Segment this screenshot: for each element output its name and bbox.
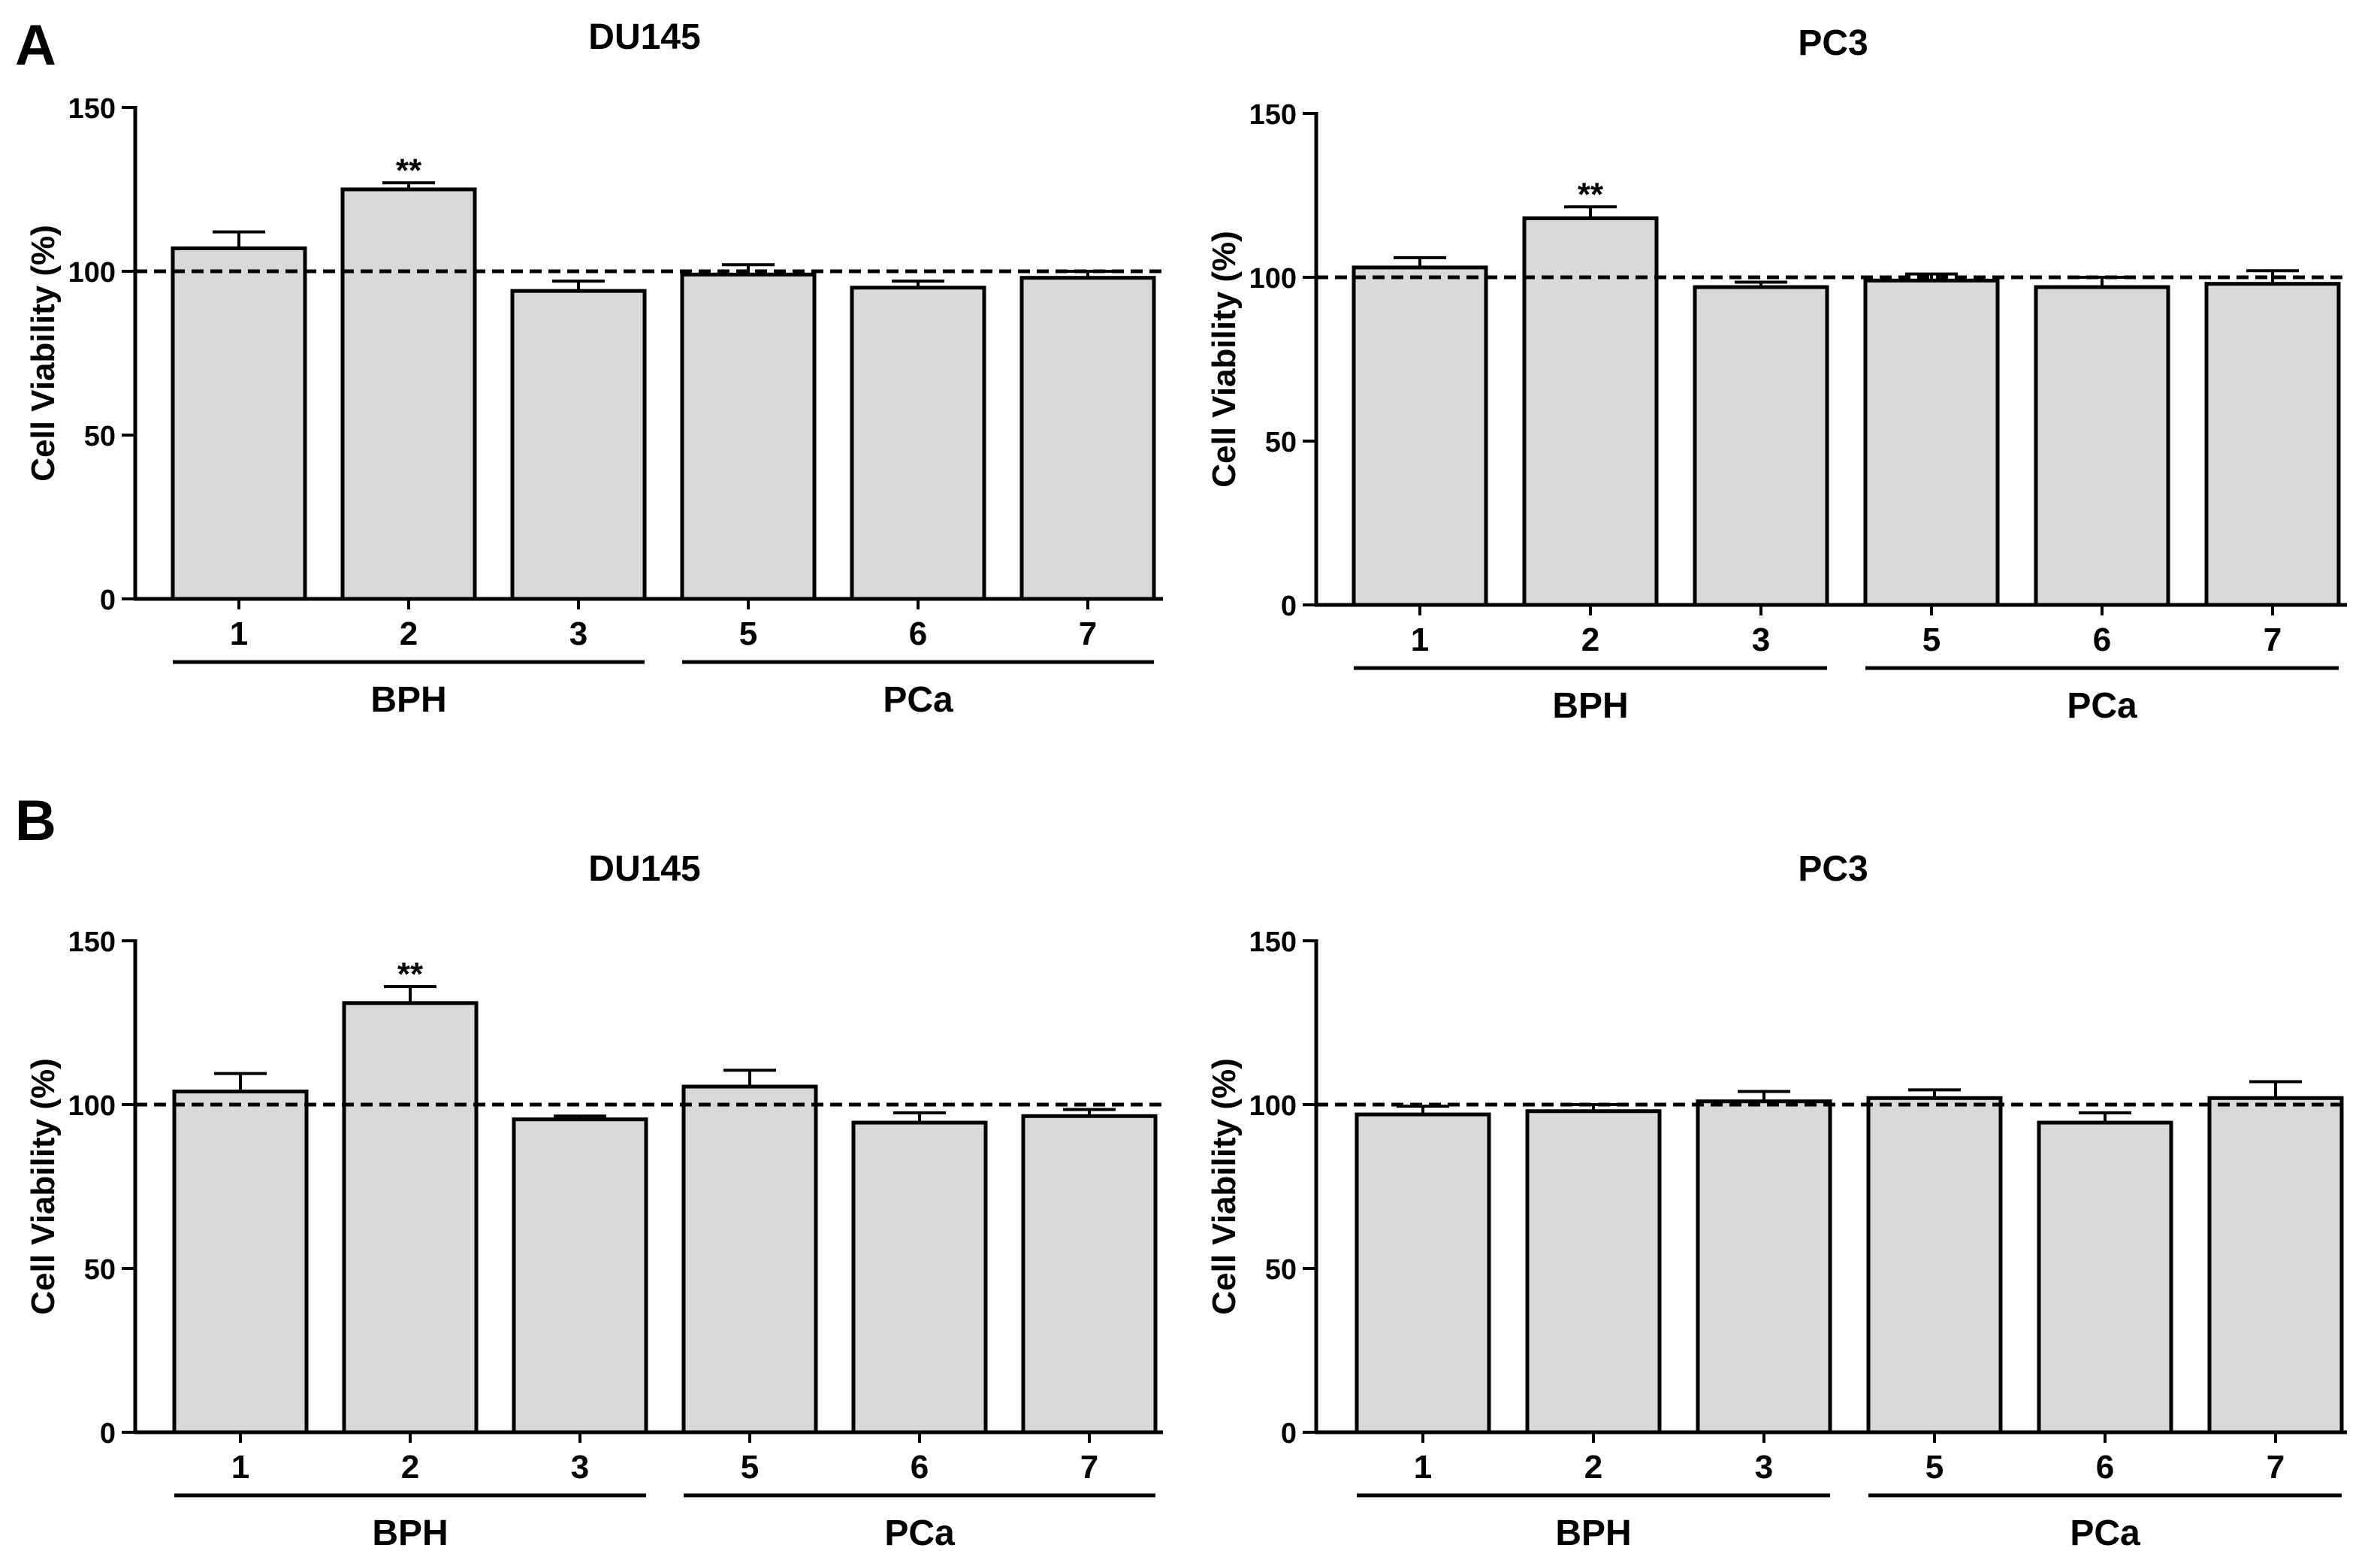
- x-tick-label-7: 7: [2267, 1449, 2285, 1486]
- group-label-bph: BPH: [1555, 1513, 1631, 1553]
- bar-6: [850, 286, 986, 601]
- bar-5: [681, 1084, 818, 1435]
- chart-title: PC3: [1798, 23, 1868, 63]
- panel-letter-a: A: [15, 14, 56, 77]
- x-tick-label-7: 7: [2264, 621, 2282, 658]
- significance-label-2: **: [1578, 176, 1604, 213]
- panel-letter-b: B: [15, 789, 56, 853]
- bar-2: [342, 1001, 479, 1435]
- group-label-bph: BPH: [1552, 686, 1628, 726]
- group-label-bph: BPH: [370, 680, 446, 720]
- group-label-pca: PCa: [884, 1513, 955, 1553]
- bar-6: [851, 1120, 988, 1435]
- group-label-bph: BPH: [372, 1513, 448, 1553]
- bar-3: [510, 289, 647, 601]
- y-tick-label-0: 0: [100, 1418, 116, 1450]
- bar-3: [1693, 285, 1829, 607]
- chart-title: DU145: [588, 849, 700, 889]
- bar-1: [1352, 265, 1488, 607]
- bar-7: [1021, 1114, 1158, 1435]
- x-tick-label-3: 3: [571, 1449, 589, 1486]
- x-tick-label-1: 1: [1411, 621, 1429, 658]
- x-tick-label-6: 6: [2096, 1449, 2114, 1486]
- y-tick-label-0: 0: [1281, 1418, 1297, 1450]
- y-axis-label: Cell Viability (%): [1206, 231, 1243, 488]
- x-tick-label-2: 2: [1581, 621, 1599, 658]
- x-tick-label-6: 6: [2093, 621, 2111, 658]
- significance-label-2: **: [397, 956, 424, 993]
- significance-label-2: **: [396, 152, 422, 189]
- chart-b-pc3: PC3 Cell Viability (%) 1 2 3 5 6 7 0 50 100 150 BPH P…: [1206, 849, 2347, 1553]
- x-tick-label-6: 6: [911, 1449, 929, 1486]
- bar-7: [1019, 276, 1156, 601]
- y-axis-label: Cell Viability (%): [25, 225, 62, 482]
- x-tick-label-7: 7: [1079, 615, 1097, 652]
- x-tick-label-3: 3: [1755, 1449, 1773, 1486]
- bar-5: [1863, 278, 2000, 607]
- y-tick-label-100: 100: [1249, 1090, 1297, 1122]
- y-tick-label-100: 100: [1249, 263, 1297, 295]
- bar-6: [2037, 1120, 2173, 1435]
- y-tick-label-50: 50: [1265, 1254, 1297, 1286]
- x-tick-label-2: 2: [401, 1449, 419, 1486]
- group-label-pca: PCa: [2070, 1513, 2140, 1553]
- bar-6: [2034, 285, 2170, 607]
- y-tick-label-50: 50: [84, 1254, 116, 1286]
- x-tick-label-7: 7: [1080, 1449, 1098, 1486]
- y-tick-label-150: 150: [68, 93, 116, 125]
- y-tick-label-150: 150: [1249, 99, 1297, 131]
- bar-5: [1866, 1096, 2003, 1435]
- x-tick-label-1: 1: [231, 1449, 249, 1486]
- bar-7: [2207, 1096, 2344, 1435]
- bar-5: [680, 272, 817, 601]
- x-tick-label-5: 5: [1922, 621, 1941, 658]
- x-tick-label-5: 5: [1925, 1449, 1944, 1486]
- y-tick-label-50: 50: [1265, 427, 1297, 458]
- bar-2: [1525, 1109, 1662, 1435]
- chart-a-pc3: PC3 Cell Viability (%) 1 ** 2 3 5 6 7 0 50 100 150 BP…: [1206, 23, 2347, 726]
- y-tick-label-50: 50: [84, 421, 116, 452]
- x-tick-label-3: 3: [569, 615, 587, 652]
- group-label-pca: PCa: [883, 680, 953, 720]
- y-tick-label-0: 0: [1281, 591, 1297, 622]
- y-axis-label: Cell Viability (%): [25, 1058, 62, 1315]
- chart-title: DU145: [588, 17, 700, 57]
- bar-1: [171, 246, 307, 601]
- x-tick-label-2: 2: [400, 615, 418, 652]
- chart-b-du145: DU145 Cell Viability (%) 1 ** 2 3 5 6 7 0 50 100 150…: [25, 849, 1163, 1553]
- y-tick-label-100: 100: [68, 257, 116, 289]
- chart-title: PC3: [1798, 849, 1868, 889]
- bar-2: [340, 187, 477, 601]
- x-tick-label-6: 6: [909, 615, 927, 652]
- y-tick-label-150: 150: [68, 927, 116, 958]
- x-tick-label-3: 3: [1752, 621, 1770, 658]
- x-tick-label-1: 1: [230, 615, 248, 652]
- y-axis-label: Cell Viability (%): [1206, 1058, 1243, 1315]
- bar-7: [2204, 282, 2341, 607]
- bar-3: [512, 1117, 648, 1435]
- chart-a-du145: DU145 Cell Viability (%) 1 ** 2 3 5 6 7 0 50 100 150…: [25, 17, 1163, 720]
- group-label-pca: PCa: [2067, 686, 2137, 726]
- x-tick-label-2: 2: [1584, 1449, 1602, 1486]
- y-tick-label-0: 0: [100, 585, 116, 616]
- x-tick-label-5: 5: [741, 1449, 759, 1486]
- bar-2: [1522, 216, 1659, 607]
- y-tick-label-100: 100: [68, 1090, 116, 1122]
- y-tick-label-150: 150: [1249, 927, 1297, 958]
- bar-3: [1696, 1099, 1832, 1435]
- bar-1: [1355, 1112, 1491, 1435]
- x-tick-label-5: 5: [739, 615, 757, 652]
- bar-1: [172, 1090, 309, 1435]
- x-tick-label-1: 1: [1414, 1449, 1432, 1486]
